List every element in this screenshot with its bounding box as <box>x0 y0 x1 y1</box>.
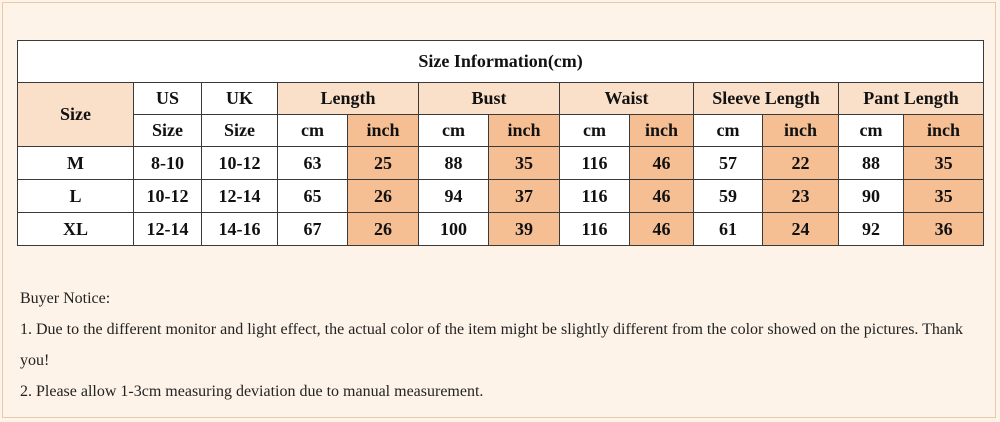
size-cell: XL <box>17 212 134 246</box>
bust-inch-cell: 39 <box>488 212 560 246</box>
unit-inch: inch <box>488 114 560 147</box>
sleeve-cm-cell: 61 <box>693 212 763 246</box>
pant-length-header: Pant Length <box>837 82 985 115</box>
bust-inch-cell: 35 <box>488 146 560 180</box>
sleeve-cm-cell: 59 <box>693 179 763 213</box>
page-frame <box>2 2 996 418</box>
length-cm-cell: 67 <box>277 212 348 246</box>
table-row: L 10-12 12-14 65 26 94 37 116 46 59 23 9… <box>17 179 985 213</box>
pant-inch-cell: 35 <box>902 179 985 213</box>
unit-inch: inch <box>347 114 419 147</box>
length-header: Length <box>277 82 419 115</box>
us-header: US <box>133 82 202 115</box>
table-row: M 8-10 10-12 63 25 88 35 116 46 57 22 88… <box>17 146 985 180</box>
unit-inch: inch <box>762 114 839 147</box>
sleeve-length-header: Sleeve Length <box>693 82 839 115</box>
uk-size-cell: 10-12 <box>201 146 278 180</box>
waist-header: Waist <box>559 82 694 115</box>
length-cm-cell: 65 <box>277 179 348 213</box>
length-inch-cell: 26 <box>347 179 419 213</box>
table-title: Size Information(cm) <box>16 40 985 83</box>
pant-cm-cell: 88 <box>838 146 904 180</box>
size-cell: L <box>17 179 134 213</box>
uk-header-size: Size <box>201 114 278 147</box>
notice-line-2: 2. Please allow 1-3cm measuring deviatio… <box>20 383 484 400</box>
unit-inch: inch <box>629 114 694 147</box>
sleeve-cm-cell: 57 <box>693 146 763 180</box>
us-size-cell: 10-12 <box>133 179 202 213</box>
pant-inch-cell: 36 <box>902 212 985 246</box>
size-header: Size <box>17 82 134 147</box>
bust-cm-cell: 94 <box>418 179 489 213</box>
uk-size-cell: 12-14 <box>201 179 278 213</box>
waist-cm-cell: 116 <box>559 179 630 213</box>
bust-header: Bust <box>418 82 560 115</box>
us-size-cell: 12-14 <box>133 212 202 246</box>
waist-inch-cell: 46 <box>629 146 694 180</box>
waist-cm-cell: 116 <box>559 146 630 180</box>
us-size-cell: 8-10 <box>133 146 202 180</box>
bust-inch-cell: 37 <box>488 179 560 213</box>
uk-size-cell: 14-16 <box>201 212 278 246</box>
unit-cm: cm <box>838 114 904 147</box>
notice-heading: Buyer Notice: <box>20 290 111 307</box>
waist-inch-cell: 46 <box>629 179 694 213</box>
bust-cm-cell: 88 <box>418 146 489 180</box>
table-row: XL 12-14 14-16 67 26 100 39 116 46 61 24… <box>17 212 985 246</box>
unit-cm: cm <box>418 114 489 147</box>
sleeve-inch-cell: 23 <box>762 179 839 213</box>
length-inch-cell: 25 <box>347 146 419 180</box>
unit-cm: cm <box>277 114 348 147</box>
unit-inch: inch <box>902 114 985 147</box>
uk-header: UK <box>201 82 278 115</box>
unit-cm: cm <box>559 114 630 147</box>
waist-cm-cell: 116 <box>559 212 630 246</box>
sleeve-inch-cell: 24 <box>762 212 839 246</box>
notice-line-1: 1. Due to the different monitor and ligh… <box>20 321 964 369</box>
size-cell: M <box>17 146 134 180</box>
unit-cm: cm <box>693 114 763 147</box>
sleeve-inch-cell: 22 <box>762 146 839 180</box>
pant-cm-cell: 90 <box>838 179 904 213</box>
pant-inch-cell: 35 <box>902 146 985 180</box>
size-information-table: Size Information(cm) Size US UK Length B… <box>16 40 985 246</box>
buyer-notice: Buyer Notice: 1. Due to the different mo… <box>20 283 980 407</box>
length-cm-cell: 63 <box>277 146 348 180</box>
pant-cm-cell: 92 <box>838 212 904 246</box>
bust-cm-cell: 100 <box>418 212 489 246</box>
us-header-size: Size <box>133 114 202 147</box>
length-inch-cell: 26 <box>347 212 419 246</box>
waist-inch-cell: 46 <box>629 212 694 246</box>
